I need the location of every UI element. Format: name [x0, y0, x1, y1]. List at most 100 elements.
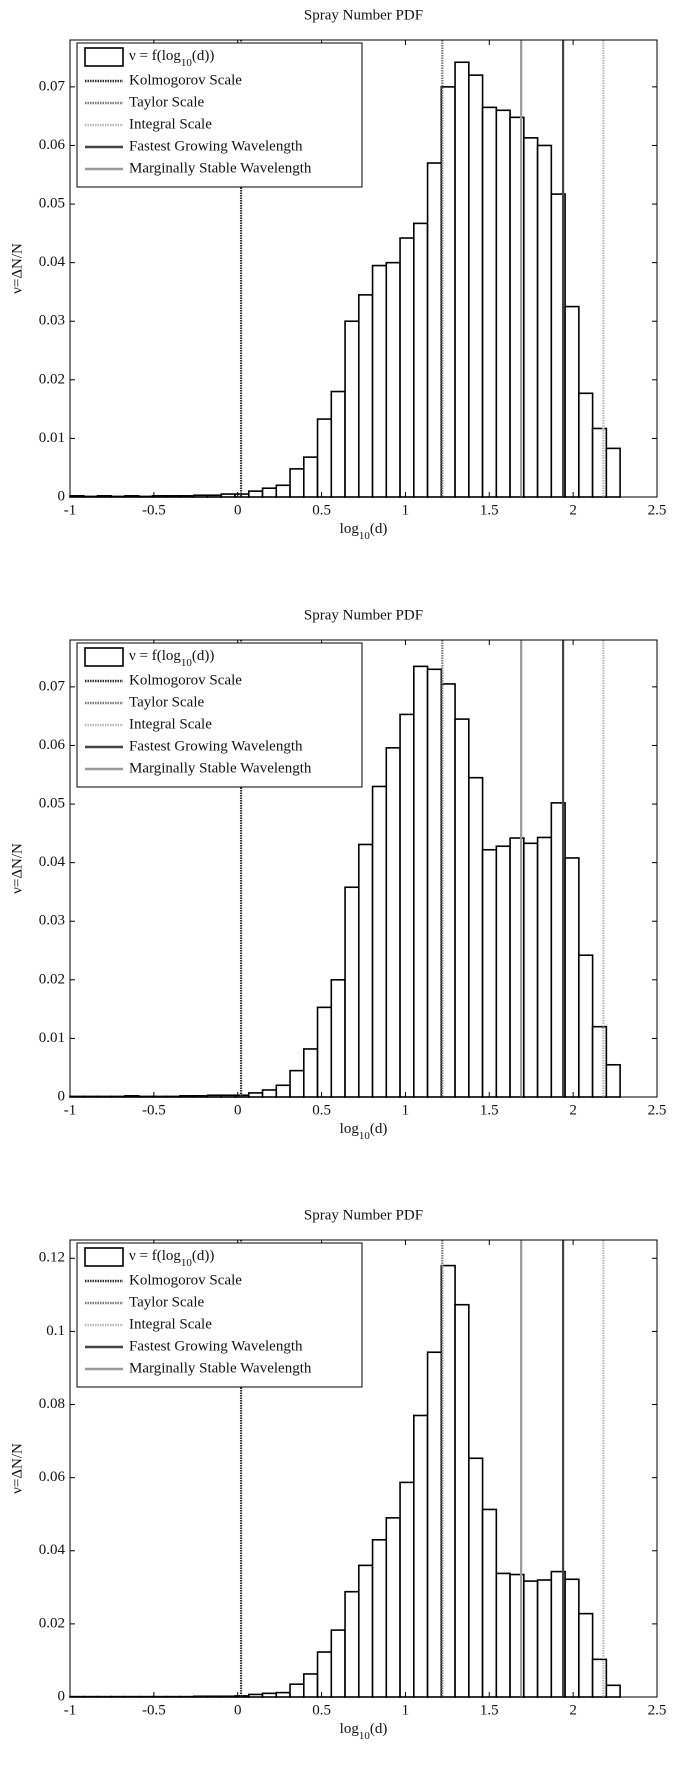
x-tick-label: 1.5: [480, 1102, 499, 1118]
bar: [247, 490, 264, 498]
bar: [261, 1089, 278, 1098]
y-tick-label: 0.04: [39, 1542, 66, 1558]
x-axis-label-part: 10: [359, 1730, 371, 1742]
bar: [564, 857, 580, 1098]
bar: [289, 1683, 305, 1698]
y-tick-label: 0.01: [39, 430, 65, 446]
x-axis-label-part: (d): [370, 1721, 388, 1737]
bar: [481, 1508, 498, 1698]
bar: [302, 456, 319, 498]
x-tick-label: 0: [234, 1102, 242, 1118]
bar: [399, 713, 415, 1098]
y-tick-label: 0: [58, 1088, 66, 1104]
bar: [481, 106, 498, 498]
legend-label: Taylor Scale: [129, 94, 205, 110]
legend-label-part: (d)): [192, 48, 215, 64]
legend-label: Marginally Stable Wavelength: [129, 760, 312, 776]
y-axis-label: ν=ΔN/N: [9, 243, 25, 294]
bar: [330, 390, 346, 498]
x-axis-label: log10(d): [340, 521, 388, 541]
legend-label: ν = f(log10(d)): [129, 648, 214, 668]
legend-label: Kolmogorov Scale: [129, 72, 242, 88]
bar: [413, 665, 429, 1098]
legend-label-part: ν = f(log: [129, 1248, 181, 1264]
y-tick-label: 0.05: [39, 795, 65, 811]
x-axis-label: log10(d): [340, 1121, 388, 1141]
bar: [495, 1572, 511, 1698]
legend-label: Fastest Growing Wavelength: [129, 738, 303, 754]
bar: [605, 1684, 621, 1698]
legend: ν = f(log10(d)) Kolmogorov Scale Taylor Sc…: [76, 42, 363, 188]
bar: [468, 776, 484, 1098]
y-tick-label: 0.04: [39, 854, 66, 870]
bar: [358, 294, 374, 498]
legend-label: Integral Scale: [129, 1316, 212, 1332]
legend-label: Integral Scale: [129, 116, 212, 132]
legend-label: Marginally Stable Wavelength: [129, 160, 312, 176]
legend-box: [76, 642, 363, 788]
bar: [523, 137, 539, 498]
bar: [289, 468, 305, 498]
legend-swatch: [84, 647, 124, 667]
x-tick-label: 0: [234, 1702, 242, 1718]
bar: [302, 1048, 319, 1098]
x-tick-label: -1: [64, 1702, 77, 1718]
y-tick-label: 0.02: [39, 971, 65, 987]
bar: [261, 1692, 278, 1698]
bar: [454, 718, 470, 1098]
y-tick-label: 0.1: [46, 1323, 65, 1339]
legend-label-part: 10: [181, 657, 193, 669]
bar: [454, 1303, 470, 1698]
legend-label-part: (d)): [192, 648, 215, 664]
x-tick-label: 2.5: [648, 502, 667, 518]
x-tick-label: -0.5: [142, 1102, 166, 1118]
legend-label-part: ν = f(log: [129, 648, 181, 664]
y-tick-label: 0.03: [39, 313, 65, 329]
legend-label: Marginally Stable Wavelength: [129, 1360, 312, 1376]
x-tick-label: 2.5: [648, 1702, 667, 1718]
bar: [523, 842, 539, 1098]
x-tick-label: 2: [569, 502, 577, 518]
y-tick-label: 0.07: [39, 78, 66, 94]
plot-frame: [69, 1239, 658, 1698]
bar: [275, 1084, 291, 1098]
legend-swatch: [84, 47, 124, 67]
bar: [316, 1006, 333, 1098]
chart-title: Spray Number PDF: [304, 1207, 423, 1223]
bar: [578, 1612, 594, 1698]
y-axis-label: ν=ΔN/N: [9, 843, 25, 894]
legend-label: Taylor Scale: [129, 694, 205, 710]
plot-frame: [69, 39, 658, 498]
x-tick-label: 1: [402, 1702, 410, 1718]
legend-label: Integral Scale: [129, 716, 212, 732]
bar: [523, 1580, 539, 1698]
legend-swatch: [84, 1247, 124, 1267]
bar: [426, 1351, 443, 1698]
legend: ν = f(log10(d)) Kolmogorov Scale Taylor Sc…: [76, 642, 363, 788]
chart-title: Spray Number PDF: [304, 607, 423, 623]
bar: [399, 1481, 415, 1698]
bar: [275, 1691, 291, 1698]
bar: [564, 1578, 580, 1698]
bar: [605, 447, 621, 498]
bar: [371, 264, 388, 498]
bar: [605, 1063, 621, 1098]
x-tick-label: 1: [402, 1102, 410, 1118]
bar: [330, 1629, 346, 1698]
bar: [344, 886, 360, 1098]
legend: ν = f(log10(d)) Kolmogorov Scale Taylor Sc…: [76, 1242, 363, 1388]
bar: [261, 487, 278, 498]
bar: [426, 162, 443, 498]
bar: [426, 668, 443, 1098]
bar: [385, 747, 401, 1098]
bar: [495, 109, 511, 498]
legend-label-part: 10: [181, 1257, 193, 1269]
legend-label: Fastest Growing Wavelength: [129, 1338, 303, 1354]
x-axis-label-part: 10: [359, 530, 371, 542]
bar: [344, 320, 360, 498]
x-tick-label: -1: [64, 1102, 77, 1118]
